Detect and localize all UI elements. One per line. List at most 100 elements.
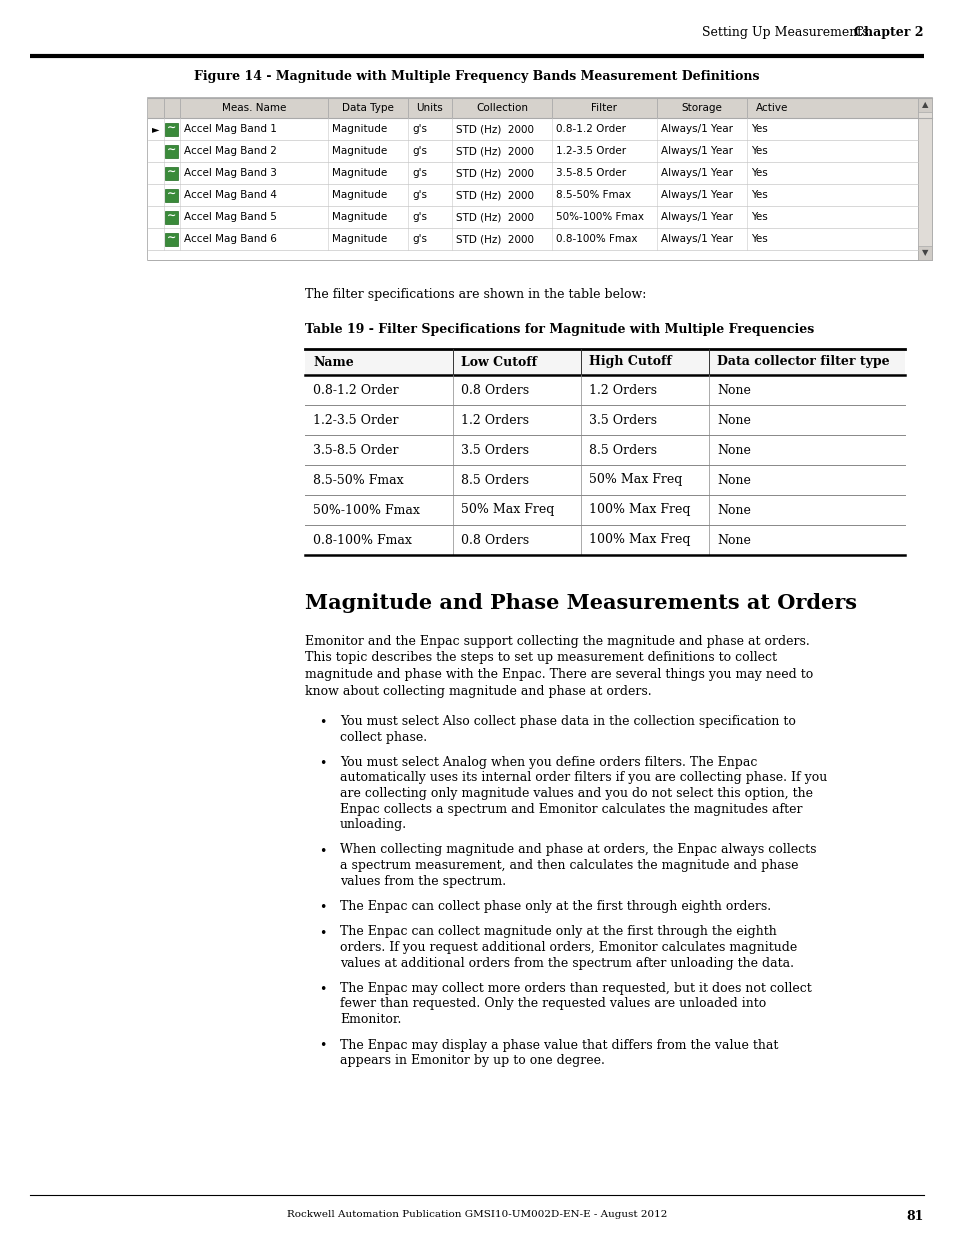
Bar	[305, 350, 904, 375]
Text: Accel Mag Band 3: Accel Mag Band 3	[184, 168, 276, 178]
Text: Accel Mag Band 5: Accel Mag Band 5	[184, 212, 276, 222]
Text: ▼: ▼	[921, 248, 927, 258]
Text: Enpac collects a spectrum and Emonitor calculates the magnitudes after: Enpac collects a spectrum and Emonitor c…	[339, 803, 801, 815]
Text: collect phase.: collect phase.	[339, 730, 427, 743]
Text: 3.5 Orders: 3.5 Orders	[588, 414, 657, 426]
Text: 0.8 Orders: 0.8 Orders	[460, 384, 529, 396]
Text: Magnitude: Magnitude	[332, 168, 387, 178]
Text: Yes: Yes	[750, 190, 767, 200]
Text: 8.5-50% Fmax: 8.5-50% Fmax	[556, 190, 631, 200]
Text: Low Cutoff: Low Cutoff	[460, 356, 537, 368]
Text: The Enpac can collect phase only at the first through eighth orders.: The Enpac can collect phase only at the …	[339, 900, 770, 913]
Bar	[148, 206, 931, 228]
Text: •: •	[319, 1040, 326, 1052]
Text: g's: g's	[412, 233, 427, 245]
Text: 50%-100% Fmax: 50%-100% Fmax	[313, 504, 419, 516]
Text: 8.5-50% Fmax: 8.5-50% Fmax	[313, 473, 403, 487]
Text: Always/1 Year: Always/1 Year	[660, 168, 732, 178]
Text: Data collector filter type: Data collector filter type	[717, 356, 889, 368]
Text: 100% Max Freq: 100% Max Freq	[588, 534, 690, 547]
Text: g's: g's	[412, 212, 427, 222]
Text: None: None	[717, 534, 750, 547]
Text: ∼: ∼	[167, 233, 176, 245]
Text: Always/1 Year: Always/1 Year	[660, 233, 732, 245]
Text: 8.5 Orders: 8.5 Orders	[460, 473, 529, 487]
Text: Magnitude: Magnitude	[332, 124, 387, 135]
Text: STD (Hz)  2000: STD (Hz) 2000	[456, 146, 534, 156]
Bar	[148, 162, 931, 184]
Text: Magnitude: Magnitude	[332, 190, 387, 200]
Text: •: •	[319, 983, 326, 995]
Text: Yes: Yes	[750, 168, 767, 178]
Bar	[148, 119, 931, 140]
Text: Figure 14 - Magnitude with Multiple Frequency Bands Measurement Definitions: Figure 14 - Magnitude with Multiple Freq…	[194, 70, 759, 83]
Text: 3.5 Orders: 3.5 Orders	[460, 443, 529, 457]
Text: ∼: ∼	[167, 212, 176, 222]
Text: This topic describes the steps to set up measurement definitions to collect: This topic describes the steps to set up…	[305, 652, 776, 664]
Text: 50%-100% Fmax: 50%-100% Fmax	[556, 212, 643, 222]
Text: 3.5-8.5 Order: 3.5-8.5 Order	[313, 443, 398, 457]
Text: ∼: ∼	[167, 168, 176, 178]
Text: Filter: Filter	[591, 103, 617, 112]
Bar	[148, 249, 931, 261]
Text: The Enpac may collect more orders than requested, but it does not collect: The Enpac may collect more orders than r…	[339, 982, 811, 995]
Text: The Enpac can collect magnitude only at the first through the eighth: The Enpac can collect magnitude only at …	[339, 925, 776, 939]
Text: unloading.: unloading.	[339, 818, 407, 831]
Text: g's: g's	[412, 168, 427, 178]
Text: Always/1 Year: Always/1 Year	[660, 212, 732, 222]
Bar	[917, 98, 931, 261]
Text: STD (Hz)  2000: STD (Hz) 2000	[456, 190, 534, 200]
Bar	[165, 144, 178, 158]
Text: STD (Hz)  2000: STD (Hz) 2000	[456, 124, 534, 135]
Bar	[165, 232, 178, 246]
Text: Yes: Yes	[750, 212, 767, 222]
Text: ∼: ∼	[167, 124, 176, 135]
Text: fewer than requested. Only the requested values are unloaded into: fewer than requested. Only the requested…	[339, 998, 765, 1010]
Text: Rockwell Automation Publication GMSI10-UM002D-EN-E - August 2012: Rockwell Automation Publication GMSI10-U…	[287, 1210, 666, 1219]
Bar	[148, 140, 931, 162]
Text: 0.8 Orders: 0.8 Orders	[460, 534, 529, 547]
Text: Collection: Collection	[476, 103, 527, 112]
Text: Yes: Yes	[750, 233, 767, 245]
Text: STD (Hz)  2000: STD (Hz) 2000	[456, 168, 534, 178]
Text: None: None	[717, 473, 750, 487]
Text: Meas. Name: Meas. Name	[222, 103, 286, 112]
Text: The filter specifications are shown in the table below:: The filter specifications are shown in t…	[305, 288, 646, 301]
Text: Table 19 - Filter Specifications for Magnitude with Multiple Frequencies: Table 19 - Filter Specifications for Mag…	[305, 324, 814, 336]
Text: Always/1 Year: Always/1 Year	[660, 146, 732, 156]
Text: values from the spectrum.: values from the spectrum.	[339, 874, 506, 888]
Text: Active: Active	[755, 103, 787, 112]
Text: STD (Hz)  2000: STD (Hz) 2000	[456, 212, 534, 222]
Text: 50% Max Freq: 50% Max Freq	[460, 504, 554, 516]
Bar	[917, 246, 931, 261]
Text: 50% Max Freq: 50% Max Freq	[588, 473, 681, 487]
Text: Emonitor.: Emonitor.	[339, 1013, 401, 1026]
Text: g's: g's	[412, 124, 427, 135]
Text: •: •	[319, 845, 326, 857]
Text: Magnitude and Phase Measurements at Orders: Magnitude and Phase Measurements at Orde…	[305, 593, 856, 613]
Text: orders. If you request additional orders, Emonitor calculates magnitude: orders. If you request additional orders…	[339, 941, 797, 953]
Text: The Enpac may display a phase value that differs from the value that: The Enpac may display a phase value that…	[339, 1039, 778, 1051]
Text: 3.5-8.5 Order: 3.5-8.5 Order	[556, 168, 625, 178]
Text: STD (Hz)  2000: STD (Hz) 2000	[456, 233, 534, 245]
Text: High Cutoff: High Cutoff	[588, 356, 671, 368]
Bar	[165, 189, 178, 201]
Text: ►: ►	[152, 124, 159, 135]
Text: ▲: ▲	[921, 100, 927, 110]
Text: ∼: ∼	[167, 190, 176, 200]
Text: •: •	[319, 902, 326, 914]
Bar	[148, 184, 931, 206]
Text: know about collecting magnitude and phase at orders.: know about collecting magnitude and phas…	[305, 684, 651, 698]
Text: Storage: Storage	[680, 103, 721, 112]
Text: appears in Emonitor by up to one degree.: appears in Emonitor by up to one degree.	[339, 1053, 604, 1067]
Text: 8.5 Orders: 8.5 Orders	[588, 443, 657, 457]
Text: are collecting only magnitude values and you do not select this option, the: are collecting only magnitude values and…	[339, 787, 812, 800]
Text: a spectrum measurement, and then calculates the magnitude and phase: a spectrum measurement, and then calcula…	[339, 860, 798, 872]
Text: None: None	[717, 384, 750, 396]
Text: ∼: ∼	[167, 146, 176, 156]
Text: magnitude and phase with the Enpac. There are several things you may need to: magnitude and phase with the Enpac. Ther…	[305, 668, 812, 680]
Text: Always/1 Year: Always/1 Year	[660, 124, 732, 135]
Text: Emonitor and the Enpac support collecting the magnitude and phase at orders.: Emonitor and the Enpac support collectin…	[305, 635, 809, 648]
Text: 1.2-3.5 Order: 1.2-3.5 Order	[556, 146, 625, 156]
Text: Units: Units	[416, 103, 443, 112]
